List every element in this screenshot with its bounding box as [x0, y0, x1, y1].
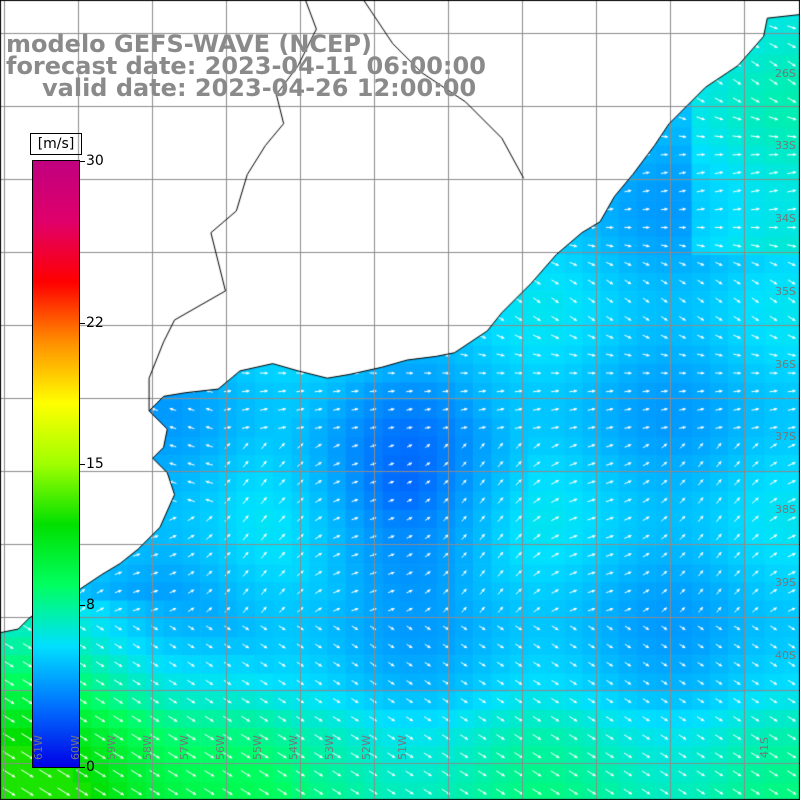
- valid-date: valid date: 2023-04-26 12:00:00: [42, 74, 477, 102]
- colorbar: [32, 160, 80, 768]
- colorbar-gradient: [33, 161, 79, 767]
- longitude-label: 56W: [214, 735, 228, 760]
- latitude-label: 36S: [775, 357, 796, 371]
- latitude-label: 38S: [775, 503, 796, 517]
- colorbar-tick-label: 0: [86, 759, 95, 775]
- longitude-label: 53W: [323, 735, 337, 760]
- colorbar-tick-mark: [79, 161, 85, 162]
- longitude-label: 58W: [141, 735, 155, 760]
- colorbar-tick-label: 15: [86, 456, 104, 472]
- colorbar-unit: [m/s]: [30, 133, 82, 155]
- longitude-label: 41S: [757, 737, 771, 758]
- colorbar-tick-mark: [79, 464, 85, 465]
- colorbar-tick-mark: [79, 322, 85, 324]
- model-title: modelo GEFS-WAVE (NCEP): [6, 30, 372, 58]
- longitude-label: 60W: [68, 735, 82, 760]
- longitude-label: 54W: [286, 735, 300, 760]
- latitude-label: 33S: [775, 139, 796, 153]
- longitude-label: 61W: [32, 735, 46, 760]
- longitude-label: 57W: [177, 735, 191, 760]
- colorbar-tick-mark: [79, 605, 85, 607]
- latitude-label: 39S: [775, 575, 796, 589]
- latitude-label: 35S: [775, 284, 796, 298]
- latitude-label: 37S: [775, 430, 796, 444]
- latitude-label: 26S: [775, 66, 796, 80]
- longitude-label: 51W: [395, 735, 409, 760]
- colorbar-tick-label: 30: [86, 153, 104, 169]
- forecast-date: forecast date: 2023-04-11 06:00:00: [6, 52, 486, 80]
- longitude-label: 59W: [105, 735, 119, 760]
- longitude-label: 55W: [250, 735, 264, 760]
- colorbar-tick-label: 22: [86, 314, 104, 331]
- longitude-label: 52W: [359, 735, 373, 760]
- latitude-label: 34S: [775, 212, 796, 226]
- colorbar-tick-mark: [79, 767, 85, 768]
- colorbar-tick-label: 8: [86, 597, 95, 614]
- latitude-label: 40S: [775, 648, 796, 662]
